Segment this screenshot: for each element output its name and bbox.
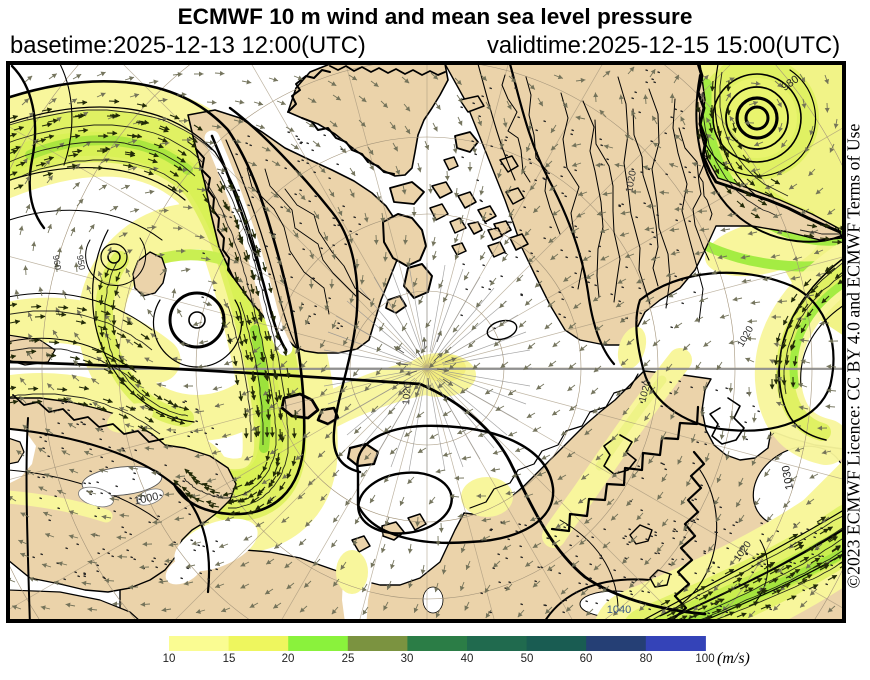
svg-text:80: 80	[640, 653, 653, 665]
svg-text:960: 960	[51, 254, 63, 271]
svg-text:1030: 1030	[780, 464, 796, 490]
svg-text:100: 100	[695, 653, 714, 665]
svg-text:60: 60	[580, 653, 593, 665]
svg-text:(m/s): (m/s)	[717, 650, 750, 667]
svg-text:15: 15	[223, 653, 236, 665]
svg-text:1020: 1020	[624, 169, 639, 193]
svg-text:50: 50	[521, 653, 534, 665]
svg-text:950: 950	[75, 254, 87, 271]
svg-text:30: 30	[401, 653, 414, 665]
svg-text:25: 25	[342, 653, 355, 665]
svg-text:10: 10	[163, 653, 176, 665]
svg-text:1020: 1020	[401, 382, 414, 406]
svg-text:1000: 1000	[133, 491, 159, 508]
svg-text:40: 40	[461, 653, 474, 665]
svg-text:20: 20	[282, 653, 295, 665]
svg-text:1040: 1040	[607, 604, 631, 616]
